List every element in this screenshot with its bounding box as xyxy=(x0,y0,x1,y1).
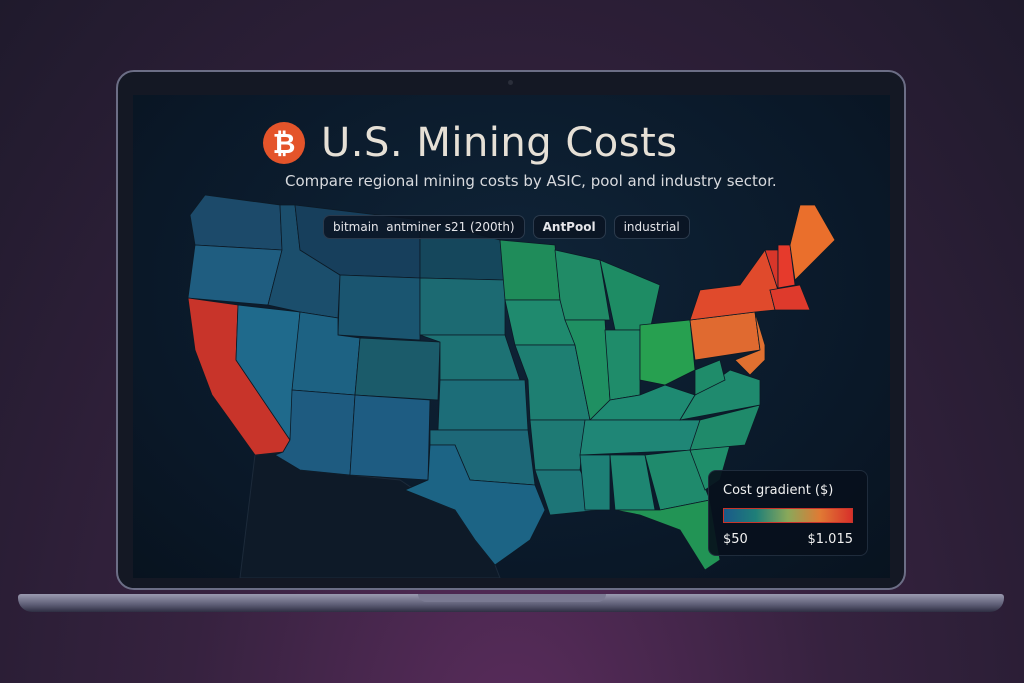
state-ks[interactable] xyxy=(437,379,529,431)
state-pa[interactable] xyxy=(689,311,761,361)
state-in[interactable] xyxy=(604,329,641,401)
state-ma[interactable] xyxy=(769,284,811,311)
state-co[interactable] xyxy=(354,337,441,401)
legend-title: Cost gradient ($) xyxy=(723,483,834,498)
page-title: U.S. Mining Costs xyxy=(321,120,678,166)
state-fl[interactable] xyxy=(614,499,721,571)
filter-pool[interactable]: AntPool xyxy=(532,215,606,239)
legend-gradient-bar xyxy=(723,508,853,523)
state-ms[interactable] xyxy=(579,454,611,511)
state-nm[interactable] xyxy=(349,394,431,481)
state-wv[interactable] xyxy=(694,359,726,396)
state-ny[interactable] xyxy=(689,249,779,321)
state-nc[interactable] xyxy=(689,404,761,451)
state-mn[interactable] xyxy=(499,239,561,301)
filter-asic[interactable]: bitmain antminer s21 (200th) xyxy=(323,215,525,239)
filter-sector[interactable]: industrial xyxy=(613,215,690,239)
state-va[interactable] xyxy=(679,369,761,421)
page-subtitle: Compare regional mining costs by ASIC, p… xyxy=(285,172,777,190)
legend-max-label: $1.015 xyxy=(807,532,854,547)
legend-min-label: $50 xyxy=(723,532,748,547)
state-wa[interactable] xyxy=(189,194,283,251)
state-nh[interactable] xyxy=(777,244,796,289)
laptop-notch xyxy=(418,594,606,602)
cost-legend: Cost gradient ($) $50 $1.015 xyxy=(708,470,868,556)
state-or[interactable] xyxy=(187,244,283,306)
state-tx[interactable] xyxy=(403,444,546,566)
state-me[interactable] xyxy=(789,204,836,281)
header: ₿ U.S. Mining Costs xyxy=(263,120,678,166)
state-tn[interactable] xyxy=(579,419,701,456)
laptop-base xyxy=(18,594,1004,612)
camera-dot xyxy=(508,80,513,85)
state-wy[interactable] xyxy=(337,274,421,341)
state-oh[interactable] xyxy=(639,319,696,386)
bitcoin-icon: ₿ xyxy=(263,122,305,164)
state-nj[interactable] xyxy=(734,311,766,376)
state-ar[interactable] xyxy=(529,419,586,471)
filter-bar: bitmain antminer s21 (200th) AntPool ind… xyxy=(323,215,690,239)
state-sd[interactable] xyxy=(419,277,506,336)
